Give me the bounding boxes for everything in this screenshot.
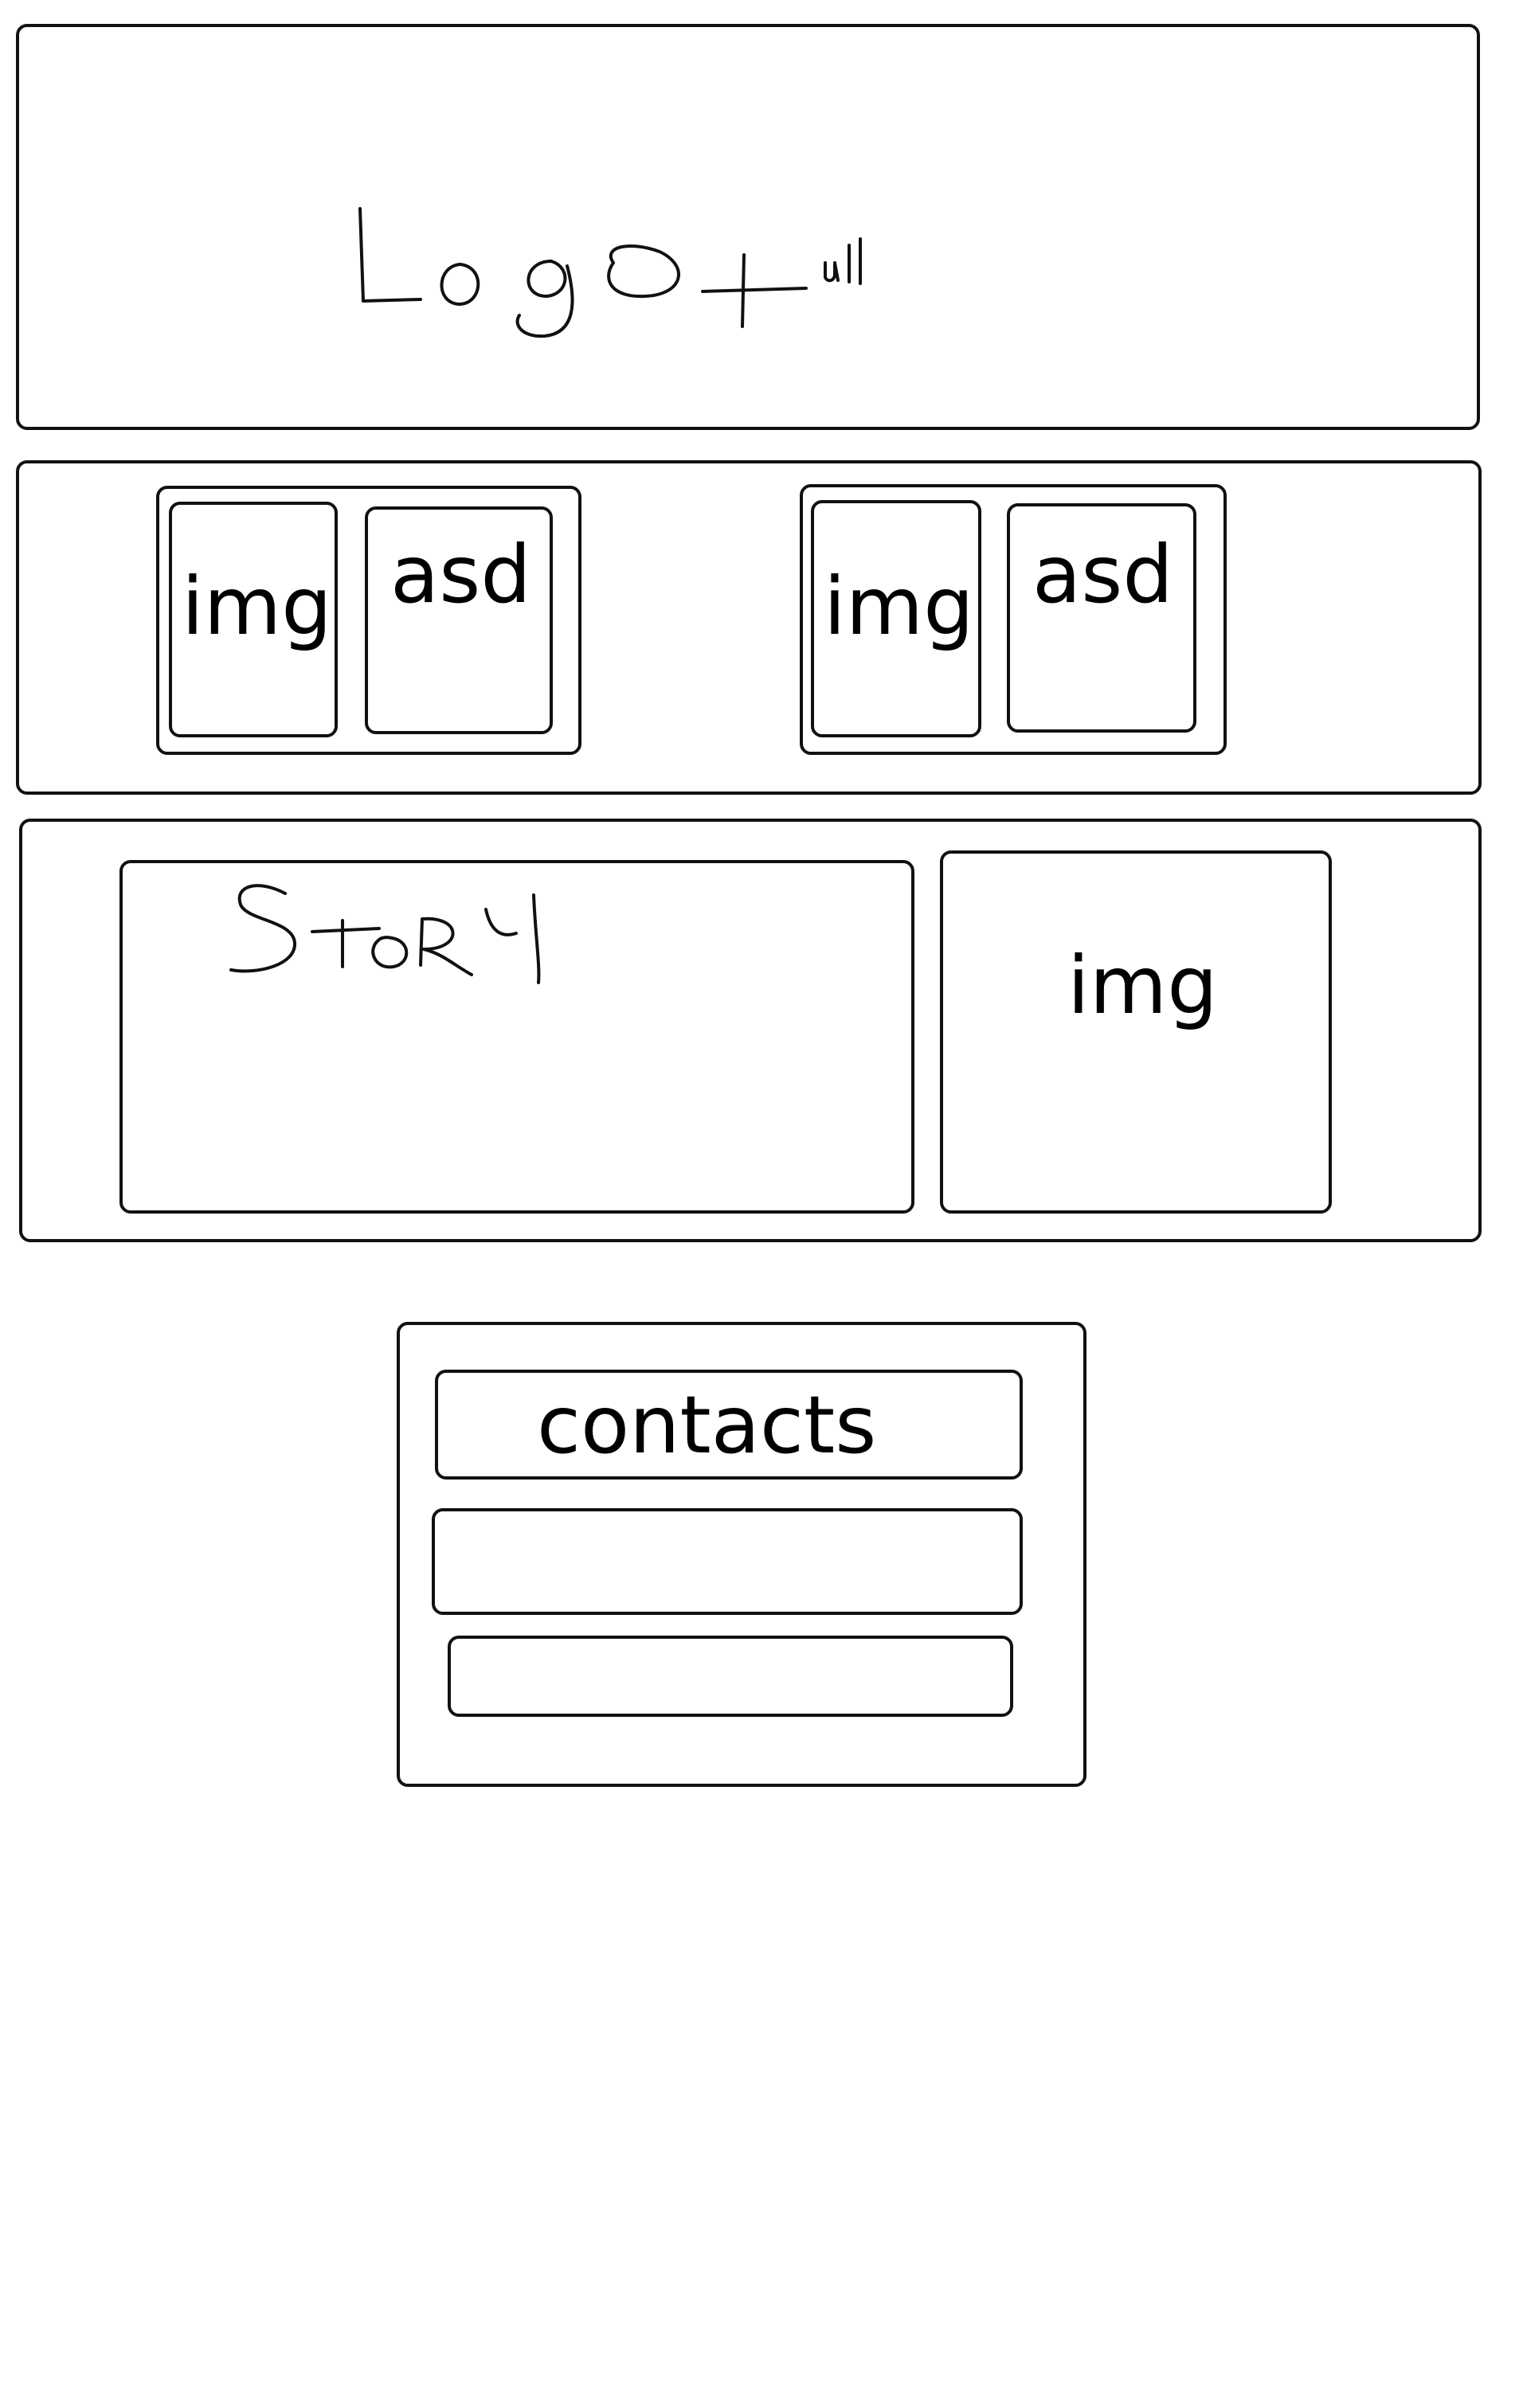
- feature-card-image-label: img: [182, 560, 332, 653]
- feature-card-image: [811, 500, 981, 737]
- contact-field[interactable]: [432, 1508, 1023, 1615]
- feature-card-image: [169, 502, 338, 737]
- header-handwritten-text: Logo + ul: [19, 27, 20, 28]
- contact-field[interactable]: [448, 1636, 1013, 1717]
- header-section: Logo + ul: [16, 24, 1480, 430]
- feature-card: [156, 486, 581, 755]
- feature-card-text-label: asd: [390, 528, 531, 621]
- feature-card-text-label: asd: [1032, 528, 1173, 621]
- story-scrawl: [229, 884, 541, 984]
- contacts-title: contacts: [537, 1378, 877, 1472]
- contacts-title-box: [435, 1370, 1023, 1480]
- contacts-section: [397, 1322, 1086, 1787]
- story-text-box: Story: [119, 860, 914, 1214]
- logo-ul-scrawl: [358, 207, 862, 338]
- feature-card: [800, 484, 1227, 755]
- story-image-label: img: [1067, 939, 1218, 1032]
- feature-card-image-label: img: [824, 560, 974, 653]
- story-section: [19, 819, 1482, 1242]
- feature-card-text-box: [1007, 503, 1196, 733]
- features-section: [16, 460, 1482, 795]
- story-image-box: [940, 850, 1332, 1214]
- feature-card-text-box: [365, 506, 553, 734]
